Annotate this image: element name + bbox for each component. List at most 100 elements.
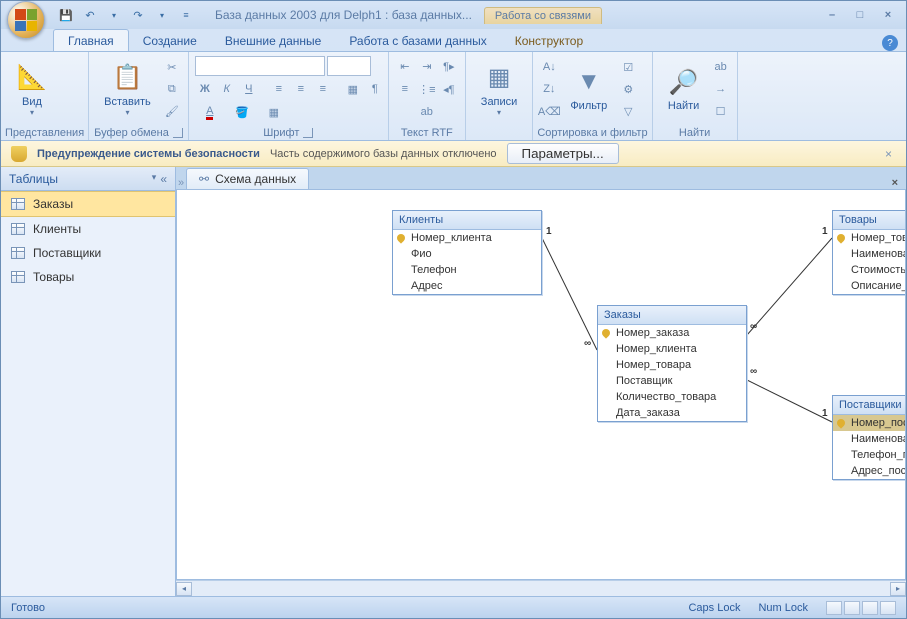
table-box-header[interactable]: Поставщики bbox=[833, 396, 906, 415]
scroll-left-button[interactable]: ◂ bbox=[176, 582, 192, 596]
field-Номер_заказа[interactable]: Номер_заказа bbox=[598, 325, 746, 341]
undo-icon[interactable]: ↶ bbox=[81, 6, 99, 24]
ltr-dir-icon[interactable]: ¶▸ bbox=[439, 56, 459, 76]
clear-sort-icon[interactable]: A⌫ bbox=[539, 101, 559, 121]
fill-color-icon[interactable]: 🪣 bbox=[227, 102, 257, 122]
field-Номер_поставщика[interactable]: Номер_поставщика bbox=[833, 415, 906, 431]
security-close-button[interactable]: × bbox=[881, 147, 896, 161]
table-box-orders[interactable]: ЗаказыНомер_заказаНомер_клиентаНомер_тов… bbox=[597, 305, 747, 422]
view-btn-1[interactable] bbox=[826, 601, 842, 615]
tab-create[interactable]: Создание bbox=[129, 30, 211, 51]
close-button[interactable]: × bbox=[880, 9, 896, 21]
undo-dd-icon[interactable]: ▾ bbox=[105, 6, 123, 24]
align-right-icon[interactable]: ≡ bbox=[313, 79, 333, 99]
field-Номер_клиента[interactable]: Номер_клиента bbox=[598, 341, 746, 357]
tab-design[interactable]: Конструктор bbox=[501, 30, 597, 51]
shutter-open-button[interactable]: » bbox=[176, 177, 186, 189]
font-name-input[interactable] bbox=[195, 56, 325, 76]
help-button[interactable]: ? bbox=[882, 35, 898, 51]
view-btn-2[interactable] bbox=[844, 601, 860, 615]
nav-item-клиенты[interactable]: Клиенты bbox=[1, 217, 175, 241]
indent-dec-icon[interactable]: ⇤ bbox=[395, 56, 415, 76]
field-Фио[interactable]: Фио bbox=[393, 246, 541, 262]
table-box-clients[interactable]: КлиентыНомер_клиентаФиоТелефонАдрес bbox=[392, 210, 542, 295]
horizontal-scrollbar[interactable]: ◂ ▸ bbox=[176, 580, 906, 596]
field-Телефон[interactable]: Телефон bbox=[393, 262, 541, 278]
indent-inc-icon[interactable]: ⇥ bbox=[417, 56, 437, 76]
nav-item-товары[interactable]: Товары bbox=[1, 265, 175, 289]
view-btn-3[interactable] bbox=[862, 601, 878, 615]
italic-icon[interactable]: К bbox=[217, 79, 237, 99]
sort-asc-icon[interactable]: A↓ bbox=[539, 57, 559, 77]
field-Номер_клиента[interactable]: Номер_клиента bbox=[393, 230, 541, 246]
chevron-down-icon[interactable]: ▾ bbox=[152, 172, 157, 186]
maximize-button[interactable]: □ bbox=[852, 9, 868, 21]
cut-icon[interactable]: ✂ bbox=[162, 57, 182, 77]
save-icon[interactable]: 💾 bbox=[57, 6, 75, 24]
align-left-icon[interactable]: ≡ bbox=[269, 79, 289, 99]
align-center-icon[interactable]: ≡ bbox=[291, 79, 311, 99]
bullets-icon[interactable]: ⋮≡ bbox=[417, 79, 437, 99]
minimize-button[interactable]: – bbox=[824, 9, 840, 21]
view-button[interactable]: 📐 Вид ▾ bbox=[7, 56, 57, 122]
launcher-icon[interactable] bbox=[303, 128, 313, 138]
table-box-suppliers[interactable]: ПоставщикиНомер_поставщикаНаименование_п… bbox=[832, 395, 906, 480]
field-Адрес_поставщика[interactable]: Адрес_поставщика bbox=[833, 463, 906, 479]
bold-icon[interactable]: Ж bbox=[195, 79, 215, 99]
replace-icon[interactable]: ab bbox=[711, 57, 731, 77]
qat-customize-icon[interactable]: ≡ bbox=[177, 6, 195, 24]
launcher-icon[interactable] bbox=[173, 128, 183, 138]
filter-button[interactable]: ▼ Фильтр bbox=[561, 56, 616, 122]
redo-dd-icon[interactable]: ▾ bbox=[153, 6, 171, 24]
grid-icon[interactable]: ▦ bbox=[343, 79, 363, 99]
field-Телефон_поставщи[interactable]: Телефон_поставщи bbox=[833, 447, 906, 463]
toggle-filter-icon[interactable]: ▽ bbox=[618, 101, 638, 121]
goto-icon[interactable]: → bbox=[711, 79, 731, 99]
numbering-icon[interactable]: ≡ bbox=[395, 79, 415, 99]
office-button[interactable] bbox=[7, 1, 45, 39]
records-button[interactable]: ▦ Записи ▾ bbox=[472, 56, 527, 122]
field-Адрес[interactable]: Адрес bbox=[393, 278, 541, 294]
view-btn-4[interactable] bbox=[880, 601, 896, 615]
field-Дата_заказа[interactable]: Дата_заказа bbox=[598, 405, 746, 421]
field-Поставщик[interactable]: Поставщик bbox=[598, 373, 746, 389]
font-color-icon[interactable]: A bbox=[195, 102, 225, 122]
table-box-header[interactable]: Товары bbox=[833, 211, 906, 230]
nav-header[interactable]: Таблицы ▾« bbox=[1, 167, 175, 191]
find-button[interactable]: 🔎 Найти bbox=[659, 56, 709, 122]
nav-item-заказы[interactable]: Заказы bbox=[1, 191, 175, 217]
doc-tab-relationships[interactable]: ⚯ Схема данных bbox=[186, 168, 309, 189]
ltr-icon[interactable]: ¶ bbox=[365, 79, 385, 99]
field-Количество_товара[interactable]: Количество_товара bbox=[598, 389, 746, 405]
field-Номер_товара[interactable]: Номер_товара bbox=[833, 230, 906, 246]
field-Номер_товара[interactable]: Номер_товара bbox=[598, 357, 746, 373]
select-icon[interactable]: ☐ bbox=[711, 101, 731, 121]
rtl-dir-icon[interactable]: ◂¶ bbox=[439, 79, 459, 99]
field-Стоимость_единиц[interactable]: Стоимость_единиц bbox=[833, 262, 906, 278]
tab-home[interactable]: Главная bbox=[53, 29, 129, 51]
field-Наименование_тов[interactable]: Наименование_тов bbox=[833, 246, 906, 262]
table-box-goods[interactable]: ТоварыНомер_товараНаименование_товСтоимо… bbox=[832, 210, 906, 295]
field-Наименование_пос[interactable]: Наименование_пос bbox=[833, 431, 906, 447]
collapse-icon[interactable]: « bbox=[160, 172, 167, 186]
format-painter-icon[interactable]: 🖌 bbox=[162, 101, 182, 121]
tab-dbtools[interactable]: Работа с базами данных bbox=[335, 30, 500, 51]
table-box-header[interactable]: Клиенты bbox=[393, 211, 541, 230]
nav-item-поставщики[interactable]: Поставщики bbox=[1, 241, 175, 265]
relationships-canvas[interactable]: 1 ∞ 1 ∞ 1 ∞ КлиентыНомер_клиентаФиоТелеф… bbox=[176, 189, 906, 580]
paste-button[interactable]: 📋 Вставить ▾ bbox=[95, 56, 160, 122]
selection-filter-icon[interactable]: ☑ bbox=[618, 57, 638, 77]
security-options-button[interactable]: Параметры... bbox=[507, 143, 619, 164]
sort-desc-icon[interactable]: Z↓ bbox=[539, 79, 559, 99]
doc-close-button[interactable]: × bbox=[884, 177, 906, 189]
copy-icon[interactable]: ⧉ bbox=[162, 79, 182, 99]
scroll-right-button[interactable]: ▸ bbox=[890, 582, 906, 596]
underline-icon[interactable]: Ч bbox=[239, 79, 259, 99]
alt-fill-icon[interactable]: ▦ bbox=[259, 102, 289, 122]
highlight-icon[interactable]: ab bbox=[412, 102, 442, 122]
table-box-header[interactable]: Заказы bbox=[598, 306, 746, 325]
tab-external[interactable]: Внешние данные bbox=[211, 30, 336, 51]
advanced-filter-icon[interactable]: ⚙ bbox=[618, 79, 638, 99]
redo-icon[interactable]: ↷ bbox=[129, 6, 147, 24]
field-Описание_товара[interactable]: Описание_товара bbox=[833, 278, 906, 294]
